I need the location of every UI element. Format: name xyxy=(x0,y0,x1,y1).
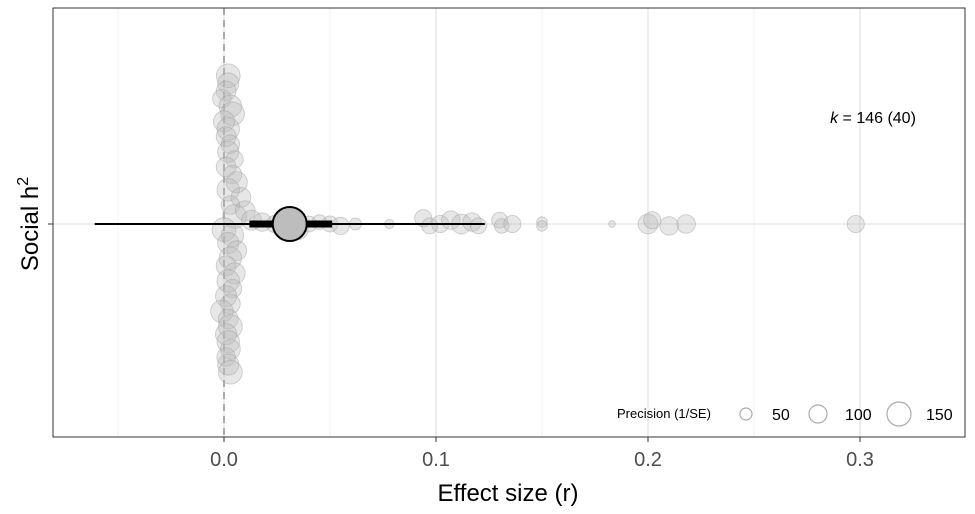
plot-panel-border xyxy=(52,7,966,438)
legend-label-50: 50 xyxy=(772,407,790,424)
effect-point-19 xyxy=(222,204,247,229)
precision-legend: Precision (1/SE) 50 100 150 xyxy=(617,401,953,427)
effect-point-55 xyxy=(223,262,246,285)
legend-symbol-100 xyxy=(808,404,828,424)
overall-estimate-point xyxy=(271,206,308,242)
legend-title: Precision (1/SE) xyxy=(617,406,711,421)
legend-label-150: 150 xyxy=(926,407,953,424)
x-tick-label: 0.2 xyxy=(634,449,662,471)
effect-point-67 xyxy=(217,353,240,376)
effect-point-54 xyxy=(215,255,237,277)
legend-symbol-50 xyxy=(739,407,753,421)
k-annotation: k = 146 (40) xyxy=(830,110,916,127)
effect-point-7 xyxy=(216,117,240,141)
effect-point-37 xyxy=(470,217,487,235)
effect-point-42 xyxy=(536,220,548,232)
k-value-text: = 146 (40) xyxy=(838,110,916,127)
effect-point-68 xyxy=(218,359,243,385)
effect-point-16 xyxy=(230,187,252,208)
effect-point-36 xyxy=(462,212,482,232)
effect-point-43 xyxy=(608,220,616,228)
effect-size-points xyxy=(210,63,865,385)
effect-point-5 xyxy=(220,101,245,127)
effect-point-64 xyxy=(216,330,240,354)
effect-point-57 xyxy=(222,278,243,299)
effect-point-47 xyxy=(676,214,696,234)
k-symbol: k xyxy=(830,110,839,127)
effect-point-56 xyxy=(216,269,240,293)
effect-point-40 xyxy=(503,214,522,233)
effect-point-45 xyxy=(643,211,662,230)
x-tick-label: 0.1 xyxy=(422,449,450,471)
x-axis-title: Effect size (r) xyxy=(438,480,579,507)
x-axis-ticks: 0.0 0.1 0.2 0.3 xyxy=(210,437,874,471)
effect-point-28 xyxy=(331,216,350,235)
effect-point-1 xyxy=(217,72,240,95)
effect-point-51 xyxy=(217,232,240,254)
x-tick-label: 0.3 xyxy=(846,449,874,471)
effect-point-6 xyxy=(213,110,235,133)
effect-point-46 xyxy=(659,216,679,236)
y-axis-title-superscript: 2 xyxy=(15,177,32,186)
x-tick-label: 0.0 xyxy=(210,449,238,471)
effect-point-41 xyxy=(536,216,548,228)
effect-point-11 xyxy=(225,150,244,169)
effect-point-12 xyxy=(215,156,237,178)
effect-point-48 xyxy=(846,214,865,233)
y-axis-title-main: Social h xyxy=(17,186,44,271)
effect-point-15 xyxy=(216,178,240,202)
effect-point-13 xyxy=(222,164,243,185)
legend-label-100: 100 xyxy=(845,407,872,424)
y-axis-title: Social h2 xyxy=(15,177,44,271)
legend-symbol-150 xyxy=(886,401,912,427)
